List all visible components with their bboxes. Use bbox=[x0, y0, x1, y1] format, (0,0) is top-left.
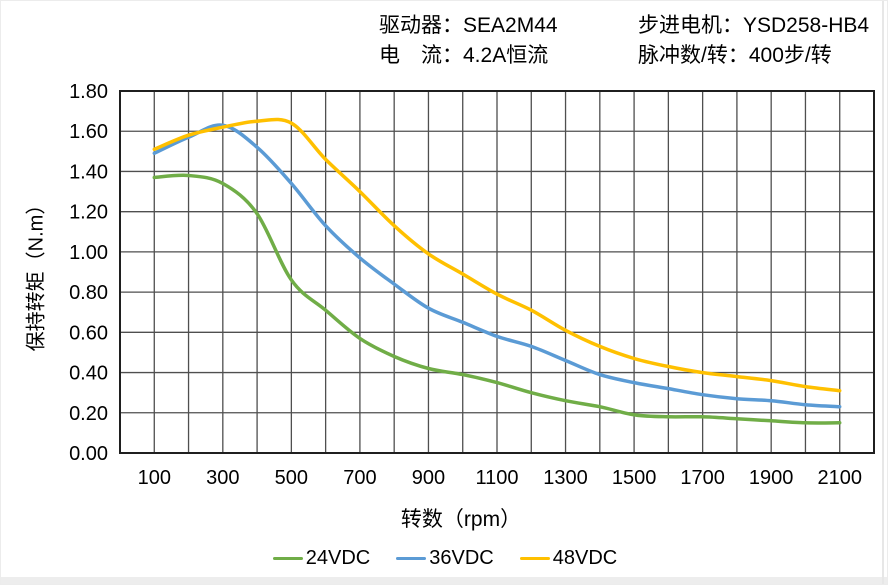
chart-plot-area: 100 300 500 700 900 1100 1300 1500 1700 1900 2100 0… bbox=[69, 81, 875, 489]
header-left-column: 驱动器：SEA2M44 电 流：4.2A恒流 bbox=[379, 11, 558, 71]
x-tick-label: 1500 bbox=[612, 467, 657, 489]
legend-label-48vdc: 48VDC bbox=[552, 547, 618, 569]
y-tick-label: 0.00 bbox=[69, 443, 108, 465]
x-tick-label: 1900 bbox=[749, 467, 794, 489]
legend-label-36vdc: 36VDC bbox=[429, 547, 494, 569]
x-axis-title: 转数（rpm） bbox=[400, 508, 522, 531]
chart-legend: 24VDC 36VDC 48VDC bbox=[1, 547, 887, 570]
x-tick-label: 1300 bbox=[543, 467, 588, 489]
y-tick-label: 0.80 bbox=[69, 282, 108, 304]
window-right-edge bbox=[882, 1, 884, 584]
driver-label: 驱动器：SEA2M44 bbox=[379, 14, 558, 37]
x-tick-label: 1100 bbox=[475, 467, 518, 489]
y-tick-label: 1.80 bbox=[69, 81, 108, 103]
legend-line-24vdc-icon bbox=[272, 556, 303, 561]
x-tick-label: 300 bbox=[206, 467, 239, 489]
x-tick-label: 500 bbox=[275, 467, 308, 489]
y-tick-label: 1.00 bbox=[69, 242, 108, 264]
legend-item-36vdc: 36VDC bbox=[396, 547, 494, 570]
curve-24vdc bbox=[152, 173, 842, 425]
window-bottom-edge bbox=[1, 577, 887, 584]
curve-36vdc bbox=[152, 123, 842, 409]
pulses-label: 脉冲数/转：400步/转 bbox=[638, 44, 832, 67]
plot-border bbox=[119, 90, 875, 454]
y-tick-label: 1.40 bbox=[69, 161, 108, 183]
x-tick-label: 1700 bbox=[680, 467, 725, 489]
legend-line-48vdc-icon bbox=[519, 556, 550, 561]
y-axis-title: 保持转矩（N.m） bbox=[25, 194, 48, 352]
y-tick-label: 0.60 bbox=[69, 322, 108, 344]
x-tick-label: 900 bbox=[412, 467, 445, 489]
motor-label: 步进电机：YSD258-HB4 bbox=[638, 14, 870, 37]
y-tick-label: 1.60 bbox=[69, 121, 108, 143]
current-label: 电 流：4.2A恒流 bbox=[379, 44, 549, 67]
legend-item-48vdc: 48VDC bbox=[519, 547, 618, 570]
legend-label-24vdc: 24VDC bbox=[305, 547, 371, 569]
curve-48vdc bbox=[152, 117, 842, 393]
x-tick-label: 700 bbox=[343, 467, 376, 489]
y-tick-label: 0.20 bbox=[69, 403, 108, 425]
x-tick-label: 2100 bbox=[817, 467, 862, 489]
y-tick-label: 1.20 bbox=[69, 202, 108, 224]
x-tick-label: 100 bbox=[138, 467, 171, 489]
y-tick-label: 0.40 bbox=[69, 363, 108, 385]
legend-line-36vdc-icon bbox=[396, 556, 427, 561]
legend-item-24vdc: 24VDC bbox=[272, 547, 371, 570]
header-right-column: 步进电机：YSD258-HB4 脉冲数/转：400步/转 bbox=[638, 11, 869, 71]
